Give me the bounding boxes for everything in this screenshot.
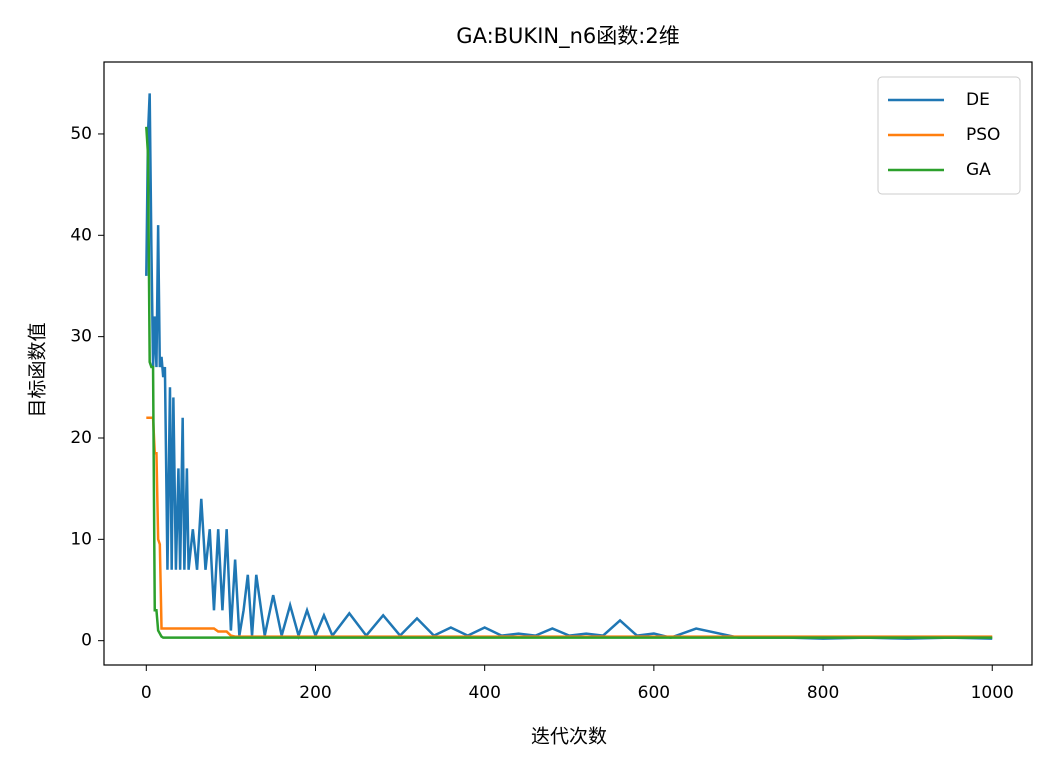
line-series bbox=[145, 126, 993, 639]
chart-title: GA:BUKIN_n6函数:2维 bbox=[456, 24, 679, 49]
x-tick-label: 400 bbox=[468, 683, 500, 703]
legend-label: DE bbox=[966, 90, 990, 110]
x-axis-label: 迭代次数 bbox=[531, 726, 607, 748]
y-tick-label: 10 bbox=[70, 529, 92, 549]
x-tick-label: 600 bbox=[638, 683, 670, 703]
x-tick-label: 800 bbox=[807, 683, 839, 703]
line-series bbox=[146, 416, 993, 638]
y-tick-label: 0 bbox=[81, 631, 92, 651]
x-tick-label: 1000 bbox=[971, 683, 1014, 703]
y-tick-label: 40 bbox=[70, 225, 92, 245]
y-tick-label: 30 bbox=[70, 327, 92, 347]
x-tick-label: 200 bbox=[299, 683, 331, 703]
x-tick-label: 0 bbox=[141, 683, 152, 703]
legend-box bbox=[877, 76, 1021, 195]
y-axis-label: 目标函数值 bbox=[27, 322, 49, 417]
legend-label: GA bbox=[966, 160, 991, 180]
plot-frame bbox=[103, 61, 1033, 666]
line-series bbox=[145, 93, 993, 640]
y-tick-label: 20 bbox=[70, 428, 92, 448]
y-tick-label: 50 bbox=[70, 124, 92, 144]
legend-label: PSO bbox=[966, 125, 1000, 145]
